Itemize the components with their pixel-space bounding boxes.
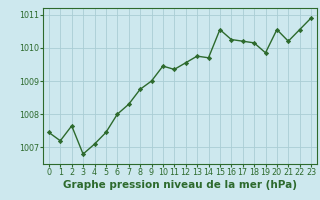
X-axis label: Graphe pression niveau de la mer (hPa): Graphe pression niveau de la mer (hPa) [63, 180, 297, 190]
